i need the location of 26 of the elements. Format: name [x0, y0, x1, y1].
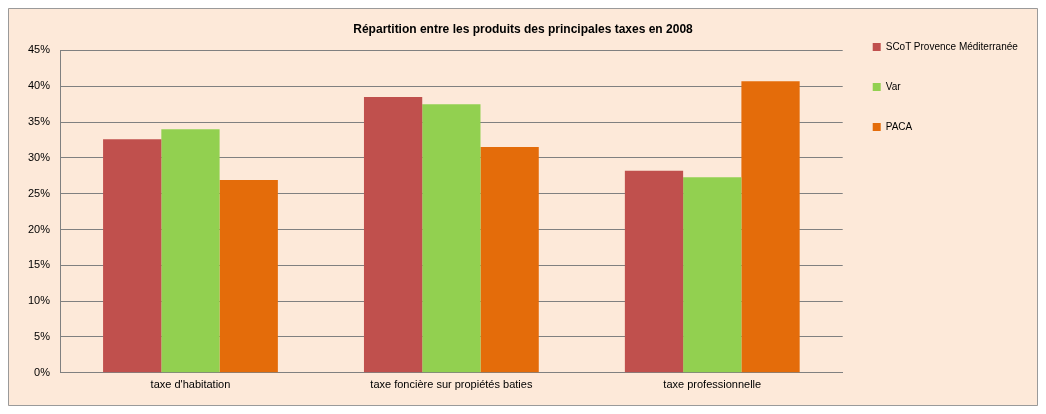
bar [422, 104, 481, 373]
bar [363, 96, 423, 373]
bar [624, 170, 684, 373]
y-tick-label: 40% [27, 79, 51, 92]
bar [103, 139, 162, 373]
bar [480, 147, 539, 373]
x-tick-label: taxe professionnelle [663, 378, 762, 391]
y-tick-label: 20% [27, 222, 51, 235]
bar [683, 177, 742, 373]
y-tick-label: 10% [27, 294, 51, 307]
chart-title: Répartition entre les produits des principales taxes en 2008 [353, 21, 694, 36]
y-tick-label: 5% [34, 330, 51, 343]
legend-label: Var [885, 80, 902, 92]
bar [741, 81, 800, 373]
legend-label: SCoT Provence Méditerranée [885, 40, 1019, 52]
bar [161, 129, 220, 373]
x-tick-label: taxe d'habitation [150, 378, 231, 391]
y-tick-label: 0% [34, 365, 51, 378]
x-tick-label: taxe foncière sur propiétés baties [370, 378, 533, 391]
y-tick-label: 35% [27, 115, 51, 128]
y-tick-label: 30% [27, 150, 51, 163]
bar [219, 180, 278, 373]
legend-label: PACA [885, 120, 913, 132]
y-tick-label: 25% [27, 186, 51, 199]
y-tick-label: 15% [27, 258, 51, 271]
y-tick-label: 45% [27, 43, 51, 56]
